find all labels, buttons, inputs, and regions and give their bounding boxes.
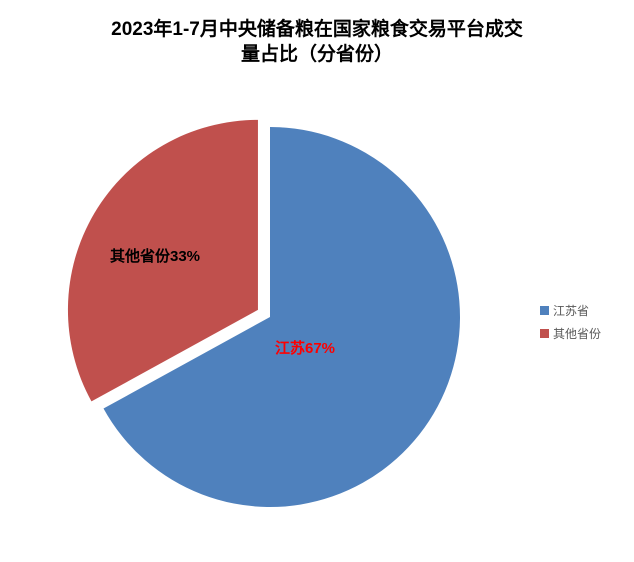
pie-svg — [62, 109, 478, 525]
legend-item-1: 其他省份 — [540, 325, 601, 342]
slice-label-jiangsu: 江苏67% — [275, 337, 335, 358]
chart-title-line2: 量占比（分省份） — [0, 43, 634, 68]
legend-label: 其他省份 — [553, 325, 601, 342]
legend-label: 江苏省 — [553, 302, 589, 319]
legend-item-0: 江苏省 — [540, 302, 601, 319]
legend: 江苏省其他省份 — [540, 302, 601, 348]
chart-title-line1: 2023年1-7月中央储备粮在国家粮食交易平台成交 — [0, 18, 634, 43]
legend-swatch-icon — [540, 306, 549, 315]
chart-area: 江苏67% 其他省份33% 江苏省其他省份 — [0, 67, 634, 547]
pie-chart — [62, 109, 478, 530]
chart-title: 2023年1-7月中央储备粮在国家粮食交易平台成交 量占比（分省份） — [0, 0, 634, 67]
legend-swatch-icon — [540, 329, 549, 338]
slice-label-other: 其他省份33% — [110, 245, 200, 266]
